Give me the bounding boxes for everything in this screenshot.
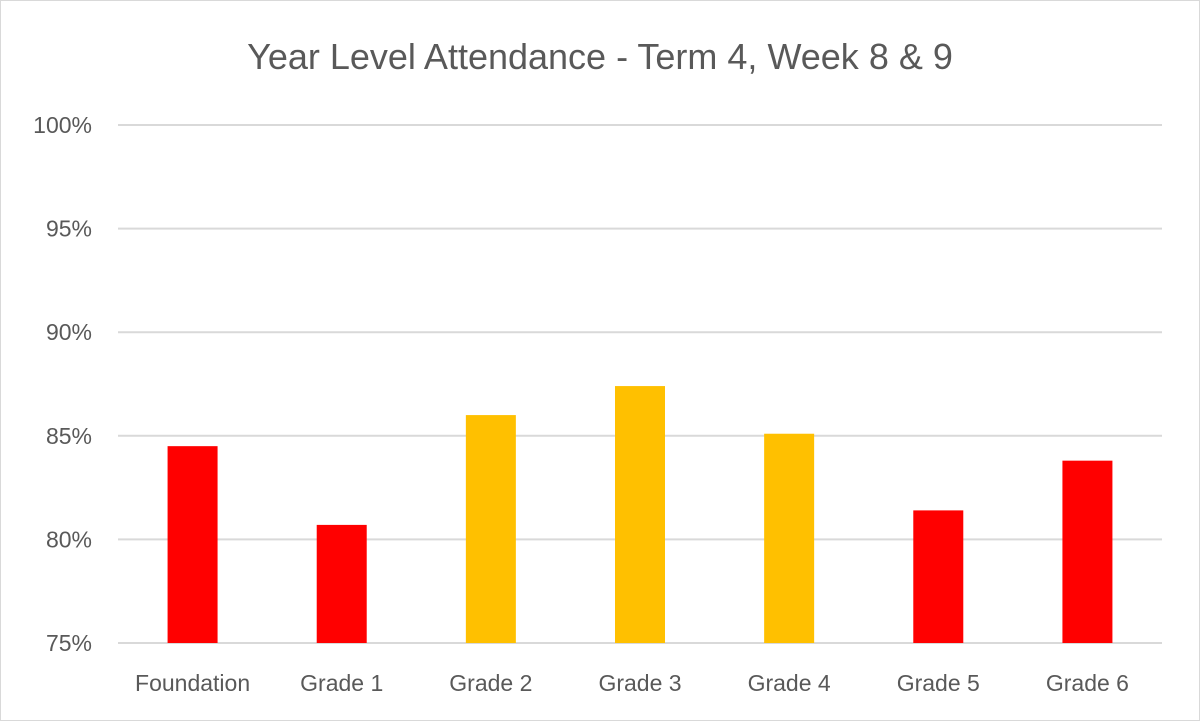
bar-foundation (167, 446, 218, 643)
bar-grade-1 (316, 524, 367, 643)
y-tick-label: 85% (46, 423, 92, 449)
y-tick-label: 90% (46, 319, 92, 345)
x-tick-label: Foundation (135, 670, 250, 696)
chart-title: Year Level Attendance - Term 4, Week 8 &… (247, 36, 953, 77)
x-tick-label: Grade 5 (897, 670, 980, 696)
y-tick-label: 75% (46, 630, 92, 656)
x-tick-label: Grade 1 (300, 670, 383, 696)
x-tick-label: Grade 3 (598, 670, 681, 696)
x-tick-label: Grade 2 (449, 670, 532, 696)
bar-grade-3 (615, 386, 665, 643)
bar-grade-6 (1062, 460, 1113, 643)
bar-grade-2 (465, 415, 516, 643)
x-tick-label: Grade 4 (748, 670, 831, 696)
x-tick-label: Grade 6 (1046, 670, 1129, 696)
bar-grade-4 (764, 433, 815, 643)
y-tick-label: 95% (46, 216, 92, 242)
y-tick-label: 80% (46, 526, 92, 552)
y-tick-label: 100% (33, 112, 92, 138)
bar-grade-5 (913, 510, 964, 643)
